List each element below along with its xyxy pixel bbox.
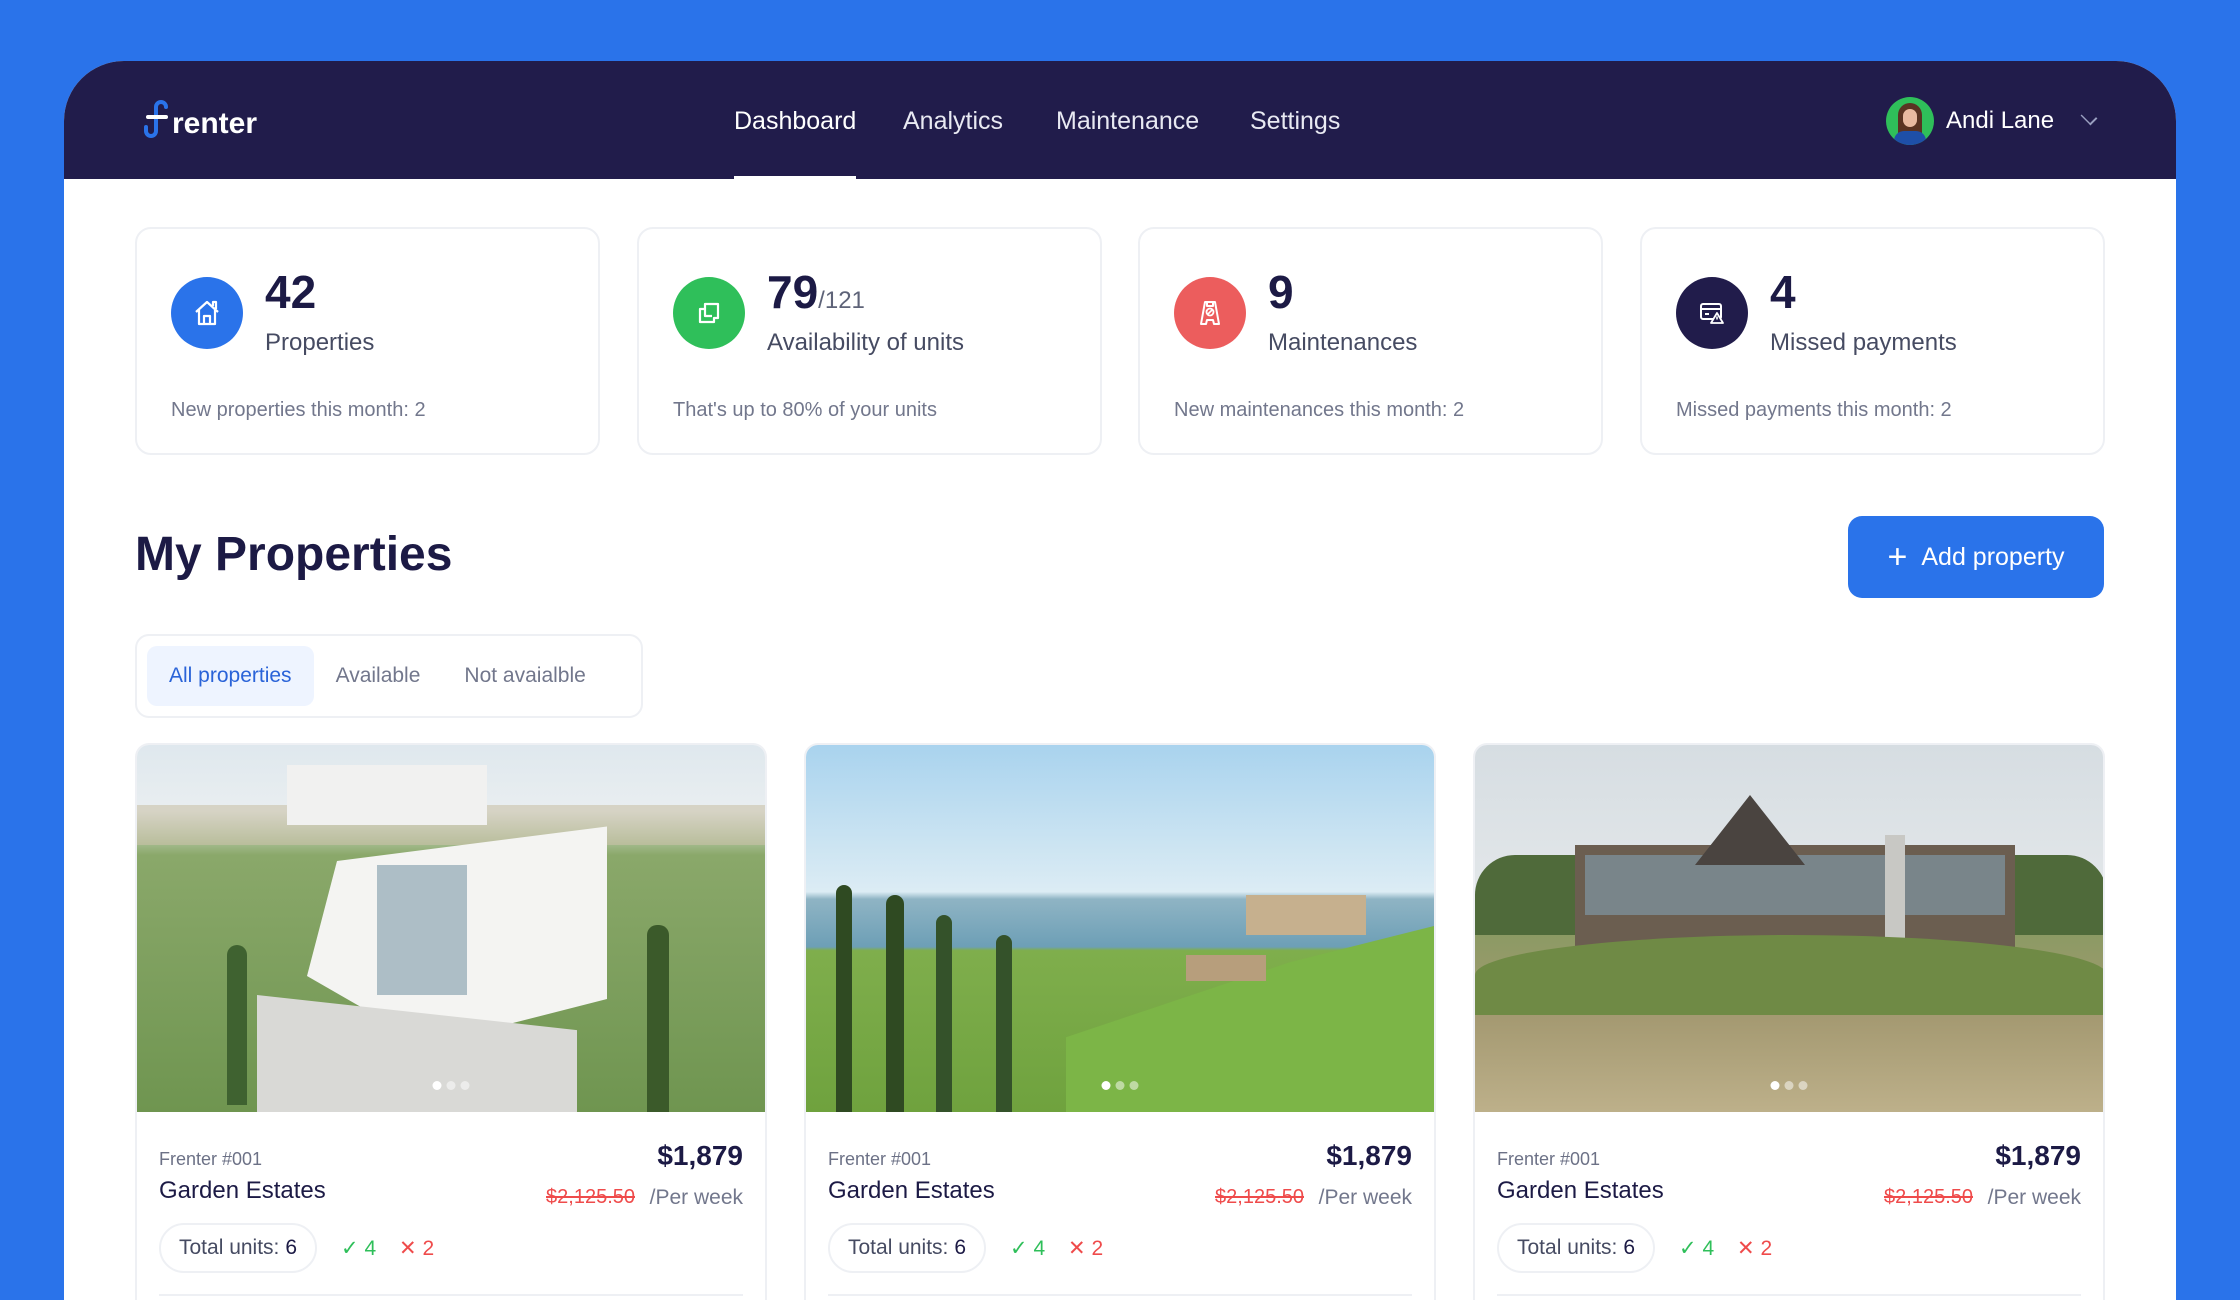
carousel-dots[interactable]	[432, 1081, 470, 1090]
top-navbar: renter Dashboard Analytics Maintenance S…	[64, 61, 2176, 179]
price-period: /Per week	[1318, 1186, 1412, 1209]
add-property-button[interactable]: + Add property	[1848, 516, 2104, 598]
stat-total: /121	[818, 287, 865, 314]
available-units: ✓ 4	[1010, 1236, 1045, 1261]
stat-label: Maintenances	[1268, 329, 1418, 356]
stat-value: 42	[265, 266, 317, 318]
total-units-badge: Total units: 6	[828, 1223, 987, 1273]
stat-card-properties: 42 Properties New properties this month:…	[135, 227, 600, 455]
filter-all-properties[interactable]: All properties	[147, 646, 314, 706]
filter-available[interactable]: Available	[335, 664, 421, 687]
active-tab-indicator	[734, 176, 856, 179]
unavailable-units: ✕ 2	[1737, 1236, 1772, 1261]
stat-subtext: New properties this month: 2	[171, 399, 426, 421]
available-units: ✓ 4	[341, 1236, 376, 1261]
unavailable-units: ✕ 2	[399, 1236, 434, 1261]
units-label: Total units:	[179, 1236, 280, 1259]
property-card[interactable]: Frenter #001 Garden Estates $1,879 $2,12…	[804, 743, 1436, 1300]
stat-value: 9	[1268, 266, 1294, 318]
stat-value: 79	[767, 266, 819, 318]
price-period: /Per week	[649, 1186, 743, 1209]
stat-subtext: Missed payments this month: 2	[1676, 399, 1952, 421]
cross-icon: ✕	[1068, 1237, 1086, 1260]
check-icon: ✓	[1679, 1237, 1697, 1260]
nav-analytics[interactable]: Analytics	[903, 107, 1004, 135]
avatar	[1886, 97, 1934, 145]
property-image[interactable]	[1475, 745, 2103, 1112]
property-id: Frenter #001	[828, 1149, 932, 1169]
stat-card-missed-payments: 4 Missed payments Missed payments this m…	[1640, 227, 2105, 455]
property-id: Frenter #001	[1497, 1149, 1601, 1169]
logo[interactable]: renter	[136, 99, 257, 141]
stat-label: Properties	[265, 329, 375, 356]
available-count: 4	[1702, 1237, 1715, 1260]
app-window: renter Dashboard Analytics Maintenance S…	[64, 61, 2176, 1300]
stat-label: Availability of units	[767, 329, 964, 356]
units-label: Total units:	[848, 1236, 949, 1259]
property-price: $1,879	[1995, 1140, 2081, 1171]
units-value: 6	[1623, 1236, 1636, 1259]
divider	[1497, 1294, 2081, 1296]
unavailable-count: 2	[1091, 1237, 1104, 1260]
property-name[interactable]: Garden Estates	[1497, 1177, 1664, 1204]
stat-card-availability: 79/121 Availability of units That's up t…	[637, 227, 1102, 455]
page-title: My Properties	[135, 528, 453, 581]
property-id: Frenter #001	[159, 1149, 263, 1169]
house-icon	[171, 277, 243, 349]
nav-maintenance[interactable]: Maintenance	[1056, 107, 1200, 135]
filter-tabs: All properties Available Not avaialble	[135, 634, 643, 718]
available-count: 4	[364, 1237, 377, 1260]
wet-floor-sign-icon	[1174, 277, 1246, 349]
property-card[interactable]: Frenter #001 Garden Estates $1,879 $2,12…	[135, 743, 767, 1300]
logo-icon	[144, 100, 168, 138]
divider	[828, 1294, 1412, 1296]
stat-label: Missed payments	[1770, 329, 1957, 356]
user-menu[interactable]: Andi Lane	[1886, 97, 2098, 145]
property-old-price: $2,125.50	[546, 1186, 635, 1208]
check-icon: ✓	[1010, 1237, 1028, 1260]
units-icon	[673, 277, 745, 349]
card-warning-icon	[1676, 277, 1748, 349]
property-image[interactable]	[806, 745, 1434, 1112]
total-units-badge: Total units: 6	[1497, 1223, 1656, 1273]
carousel-dots[interactable]	[1770, 1081, 1808, 1090]
units-label: Total units:	[1517, 1236, 1618, 1259]
total-units-badge: Total units: 6	[159, 1223, 318, 1273]
property-image[interactable]	[137, 745, 765, 1112]
plus-icon: +	[1887, 538, 1908, 576]
property-old-price: $2,125.50	[1215, 1186, 1304, 1208]
unavailable-units: ✕ 2	[1068, 1236, 1103, 1261]
units-value: 6	[954, 1236, 967, 1259]
filter-not-available[interactable]: Not avaialble	[464, 664, 586, 687]
stat-card-maintenances: 9 Maintenances New maintenances this mon…	[1138, 227, 1603, 455]
property-old-price: $2,125.50	[1884, 1186, 1973, 1208]
cross-icon: ✕	[1737, 1237, 1755, 1260]
cross-icon: ✕	[399, 1237, 417, 1260]
stat-subtext: That's up to 80% of your units	[673, 399, 937, 421]
units-value: 6	[285, 1236, 298, 1259]
add-property-label: Add property	[1921, 542, 2065, 571]
price-period: /Per week	[1987, 1186, 2081, 1209]
property-name[interactable]: Garden Estates	[828, 1177, 995, 1204]
user-name: Andi Lane	[1946, 107, 2055, 134]
carousel-dots[interactable]	[1101, 1081, 1139, 1090]
nav-dashboard[interactable]: Dashboard	[734, 107, 857, 135]
available-units: ✓ 4	[1679, 1236, 1714, 1261]
property-name[interactable]: Garden Estates	[159, 1177, 326, 1204]
logo-text: renter	[172, 107, 258, 140]
stat-value: 4	[1770, 266, 1796, 318]
check-icon: ✓	[341, 1237, 359, 1260]
nav-settings[interactable]: Settings	[1250, 107, 1341, 135]
chevron-down-icon[interactable]	[2080, 108, 2098, 126]
divider	[159, 1294, 743, 1296]
unavailable-count: 2	[1760, 1237, 1773, 1260]
unavailable-count: 2	[422, 1237, 435, 1260]
available-count: 4	[1033, 1237, 1046, 1260]
property-card[interactable]: Frenter #001 Garden Estates $1,879 $2,12…	[1473, 743, 2105, 1300]
property-price: $1,879	[1326, 1140, 1412, 1171]
property-price: $1,879	[657, 1140, 743, 1171]
stat-subtext: New maintenances this month: 2	[1174, 399, 1465, 421]
